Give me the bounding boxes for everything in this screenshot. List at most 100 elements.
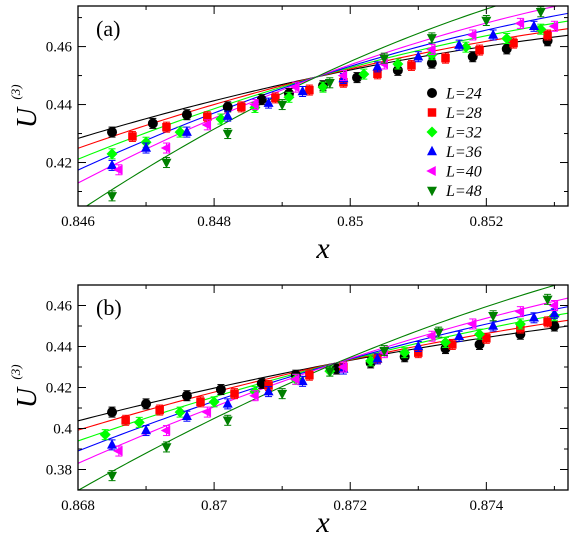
legend-marker [426,126,438,138]
data-point [514,306,525,317]
data-point [392,58,404,70]
data-point [141,398,152,409]
x-tick-label: 0.85 [337,214,363,230]
data-point [107,471,118,482]
y-tick-label: 0.44 [46,340,73,356]
data-point [372,61,383,71]
data-point [481,16,492,27]
legend-item: L=24 [427,86,482,103]
chart-panel-a: 0.846 0.848 0.85 0.852 0.42 0.44 0.46 x U (3) (a) L… [8,5,569,265]
x-tick-label: 0.874 [469,498,503,514]
legend-marker [427,145,437,156]
data-point [454,330,465,340]
data-points [99,293,560,482]
series-L-28 [128,29,552,142]
y-axis-ticks: 0.42 0.44 0.46 [46,17,568,193]
data-point [208,396,220,408]
data-point [263,385,274,396]
data-point [407,61,416,70]
data-points [106,6,559,202]
data-point [201,407,212,418]
data-point [467,51,478,62]
data-point [514,18,525,29]
legend-label: L=40 [445,164,482,181]
data-point [201,119,212,130]
x-tick-label: 0.872 [333,498,367,514]
y-axis-label-group: U (3) [8,84,43,128]
data-point [222,101,233,112]
y-tick-label: 0.42 [46,156,72,172]
data-point [426,34,437,44]
data-point [107,439,118,449]
data-point [379,54,390,64]
y-axis-label-superscript: (3) [8,364,23,379]
data-point [277,389,288,400]
legend-marker [427,186,437,197]
data-point [264,381,273,390]
data-point [305,370,314,380]
y-axis-label: U [12,386,43,408]
y-axis-label: U [12,106,43,128]
data-point [324,367,335,377]
data-point [466,29,477,40]
series-L-48 [107,293,553,482]
data-point [549,307,560,318]
data-point [162,122,171,132]
data-point [222,416,233,427]
series-L-32 [106,23,547,160]
data-point [256,378,267,389]
data-point [392,65,403,76]
y-tick-label: 0.42 [46,381,72,397]
data-point [399,347,411,359]
data-point [107,192,118,202]
data-point [161,443,172,453]
fit-curve-L-40 [78,297,568,464]
data-point [324,79,335,89]
data-point [475,45,484,55]
y-axis-label-superscript: (3) [8,84,23,99]
data-point [113,446,123,457]
data-point [222,398,233,408]
data-point [113,164,123,175]
data-point [215,113,227,125]
data-point [378,58,388,69]
series-L-40 [113,300,559,457]
data-point [482,334,491,343]
data-point [426,331,436,342]
data-point [297,85,308,96]
data-point [140,136,152,148]
data-point [337,70,348,81]
data-point [155,405,164,415]
data-point [358,68,370,80]
legend-label: L=24 [445,86,482,103]
data-point [107,407,118,418]
data-point [501,32,513,44]
data-point [379,346,390,357]
legend: L=24 L=28 L=32 L=36 L=40 L=48 [426,86,482,200]
legend-label: L=32 [445,125,482,142]
data-point [413,340,424,351]
x-tick-label: 0.848 [197,214,231,230]
y-tick-label: 0.46 [46,40,73,56]
y-tick-label: 0.38 [46,463,72,479]
data-point [548,300,559,311]
fit-curve-L-24 [78,325,568,422]
x-tick-label: 0.852 [469,214,503,230]
data-point [501,43,512,54]
data-point [297,375,308,386]
legend-item: L=28 [427,105,482,122]
data-point [528,20,539,31]
data-point [290,374,300,385]
data-point [454,39,465,49]
data-point [147,118,158,129]
data-point [290,82,300,93]
data-point [230,389,239,398]
data-point [263,97,274,107]
series-L-48 [107,6,546,202]
data-point [107,127,118,138]
data-point [426,44,436,55]
data-point [256,94,267,105]
y-axis-ticks: 0.38 0.4 0.42 0.44 0.46 [46,284,568,491]
data-point [474,328,486,340]
x-axis-ticks: 0.846 0.848 0.85 0.852 [61,6,555,230]
